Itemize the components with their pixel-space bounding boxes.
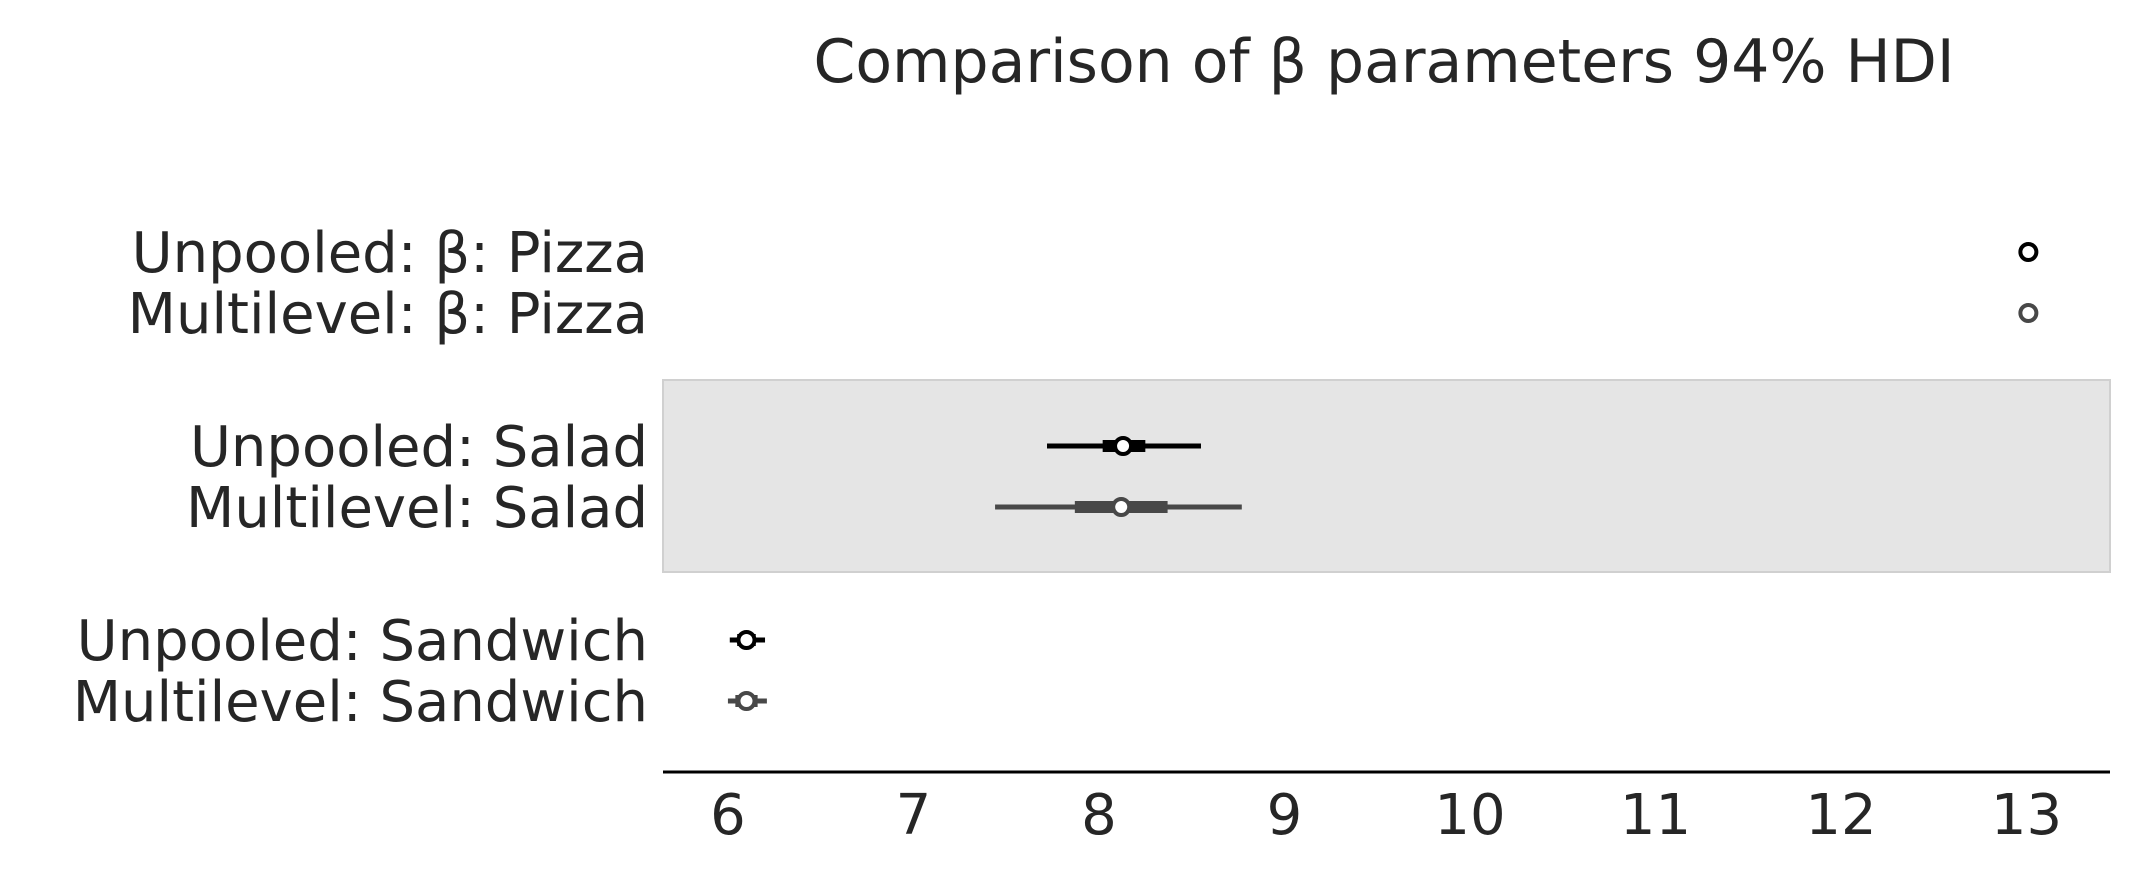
x-tick-label: 10	[1434, 783, 1505, 848]
x-tick-label: 7	[896, 783, 932, 848]
row-label: Unpooled: β: Pizza	[132, 221, 648, 286]
row-label: Multilevel: β: Pizza	[128, 282, 648, 347]
mean-point	[2018, 303, 2039, 323]
chart-title: Comparison of β parameters 94% HDI	[813, 27, 1954, 97]
x-tick-label: 6	[710, 783, 746, 848]
row-label: Multilevel: Sandwich	[73, 670, 648, 735]
x-tick-label: 13	[1991, 783, 2062, 848]
x-tick-label: 11	[1620, 783, 1691, 848]
mean-point	[736, 630, 757, 650]
x-tick-label: 8	[1081, 783, 1117, 848]
mean-point	[736, 691, 757, 711]
x-tick-label: 12	[1805, 783, 1876, 848]
x-tick-labels: 6 7 8 9 10 11 12 13	[710, 783, 2062, 848]
mean-point	[1113, 436, 1134, 456]
mean-point	[2018, 242, 2039, 262]
row-label: Unpooled: Salad	[190, 415, 648, 480]
interval-marks	[727, 242, 2039, 711]
x-tick-label: 9	[1267, 783, 1303, 848]
row-label: Unpooled: Sandwich	[77, 609, 648, 674]
group-band-shaded	[662, 379, 2111, 573]
mean-point	[1111, 497, 1132, 517]
row-label: Multilevel: Salad	[186, 476, 648, 541]
group-bands	[662, 379, 2111, 573]
